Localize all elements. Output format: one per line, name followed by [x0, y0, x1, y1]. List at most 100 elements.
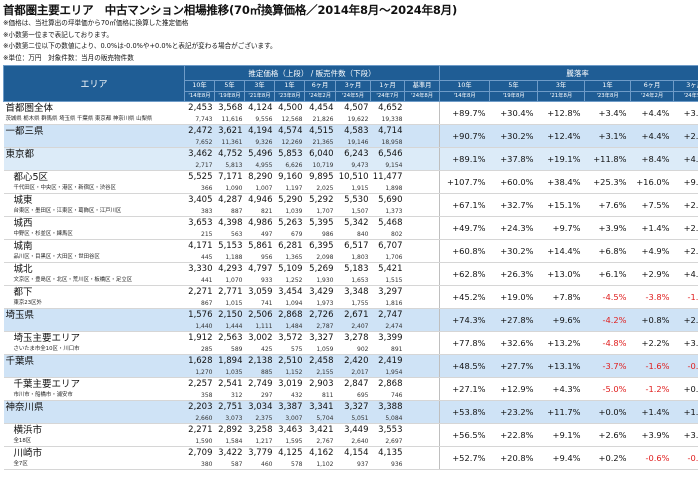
price-value [405, 171, 438, 184]
price-cell: 3,568 11,616 [214, 101, 245, 125]
area-detail: 東京23区外 [13, 300, 42, 306]
price-cell [404, 446, 440, 470]
price-cell: 5,525 366 [184, 170, 215, 194]
rate-col-header: 5年 [489, 80, 539, 92]
rate-col-date: '19年8月 [489, 91, 539, 102]
price-cell: 3,341 5,704 [304, 400, 336, 424]
price-value [405, 217, 438, 230]
price-cell: 5,153 1,188 [214, 239, 245, 263]
price-cell: 5,263 679 [274, 216, 305, 240]
area-name: 城北 [13, 264, 33, 275]
price-cell: 3,388 5,084 [370, 400, 405, 424]
count-value [405, 207, 438, 216]
rate-cell: +3.9% [584, 216, 631, 240]
table-row: 東京都 3,462 2,717 4,752 5,813 5,496 4,955 5,853 6,… [3, 147, 698, 171]
table-row: 川崎市 全7区 2,709 380 3,422 587 3,779 460 4,125 578 4,… [3, 446, 698, 470]
price-value: 2,257 [188, 379, 213, 389]
count-value: 1,816 [385, 300, 403, 307]
area-cell: 千葉主要エリア 市川市・船橋市・浦安市 [3, 377, 185, 401]
price-value: 3,034 [248, 402, 273, 412]
rate-col-date: '23年8月 [584, 91, 632, 102]
price-col-date: '23年8月 [274, 91, 305, 102]
rate-cell: -3.7% [584, 354, 631, 378]
price-value: 2,751 [218, 402, 243, 412]
price-value: 5,690 [378, 195, 403, 205]
count-value: 9,154 [385, 162, 403, 169]
price-value [405, 401, 438, 414]
price-cell: 3,653 215 [184, 216, 215, 240]
price-col-date: '19年8月 [214, 91, 245, 102]
count-value: 2,474 [385, 323, 403, 330]
price-cell [404, 423, 440, 447]
price-value: 5,525 [188, 172, 213, 182]
price-value: 4,154 [344, 448, 369, 458]
price-value: 6,243 [344, 149, 369, 159]
price-value: 3,327 [309, 333, 334, 343]
count-value: 1,755 [351, 300, 369, 307]
price-col-date: '14年8月 [184, 91, 215, 102]
count-value: 578 [291, 461, 303, 468]
count-value: 1,039 [285, 208, 303, 215]
price-value: 5,853 [278, 149, 303, 159]
price-cell [404, 262, 440, 286]
rate-cell: +9.7% [537, 216, 585, 240]
price-value: 6,546 [378, 149, 403, 159]
rate-cell: +89.7% [439, 101, 490, 125]
rate-cell: +19.0% [489, 285, 538, 309]
rate-cell: +9.2% [673, 170, 698, 194]
price-cell: 2,771 1,015 [214, 285, 245, 309]
count-value: 441 [201, 277, 213, 284]
area-cell: 埼玉主要エリア さいたま市全10区・川口市 [3, 331, 185, 355]
price-value: 5,269 [309, 264, 334, 274]
area-name: 川崎市 [13, 448, 43, 459]
rate-cell: +90.7% [439, 124, 490, 148]
price-value: 6,395 [309, 241, 334, 251]
count-value: 1,973 [316, 300, 334, 307]
count-value: 5,051 [351, 415, 369, 422]
price-cell: 4,454 21,826 [304, 101, 336, 125]
price-cell: 3,449 2,640 [335, 423, 371, 447]
price-cell: 7,171 1,090 [214, 170, 245, 194]
price-value: 4,574 [278, 126, 303, 136]
count-value: 2,717 [195, 162, 213, 169]
price-cell: 4,574 12,269 [274, 124, 305, 148]
count-value: 1,898 [385, 185, 403, 192]
price-cell: 3,019 432 [274, 377, 305, 401]
count-value: 1,653 [351, 277, 369, 284]
note: ※小数第一位まで表記しております。 [3, 30, 113, 39]
price-cell: 3,330 441 [184, 262, 215, 286]
count-value: 2,697 [385, 438, 403, 445]
header-area: エリア [3, 65, 185, 102]
price-value: 3,572 [278, 333, 303, 343]
price-value [405, 332, 438, 345]
price-cell: 3,399 891 [370, 331, 405, 355]
header-price-group: 推定価格（上段） / 販売件数（下段） [183, 65, 441, 81]
price-cell: 2,903 811 [304, 377, 336, 401]
price-cell: 2,271 1,590 [184, 423, 215, 447]
area-detail [6, 161, 185, 170]
rate-cell: +25.3% [584, 170, 631, 194]
rate-cell: +2.4% [673, 216, 698, 240]
count-value: 1,217 [255, 438, 273, 445]
price-col-header: 1ヶ月 [370, 80, 405, 92]
price-value: 3,553 [378, 425, 403, 435]
price-cell: 5,109 1,252 [274, 262, 305, 286]
price-cell: 5,395 986 [304, 216, 336, 240]
count-value [405, 414, 438, 423]
area-name: 城西 [13, 218, 33, 229]
price-cell: 3,572 575 [274, 331, 305, 355]
price-col-header: 1年 [274, 80, 305, 92]
price-cell: 2,749 297 [244, 377, 275, 401]
count-value: 1,590 [195, 438, 213, 445]
count-value: 2,025 [316, 185, 334, 192]
rate-cell: +4.9% [630, 239, 674, 263]
area-cell: 城東 台東区・墨田区・江東区・葛飾区・江戸川区 [3, 193, 185, 217]
price-cell: 6,395 2,098 [304, 239, 336, 263]
price-value: 5,530 [344, 195, 369, 205]
price-cell: 5,183 1,653 [335, 262, 371, 286]
count-value: 1,373 [385, 208, 403, 215]
rate-cell: +0.2% [584, 446, 631, 470]
count-value: 5,084 [385, 415, 403, 422]
price-value: 5,861 [248, 241, 273, 251]
count-value: 7,743 [195, 116, 213, 123]
